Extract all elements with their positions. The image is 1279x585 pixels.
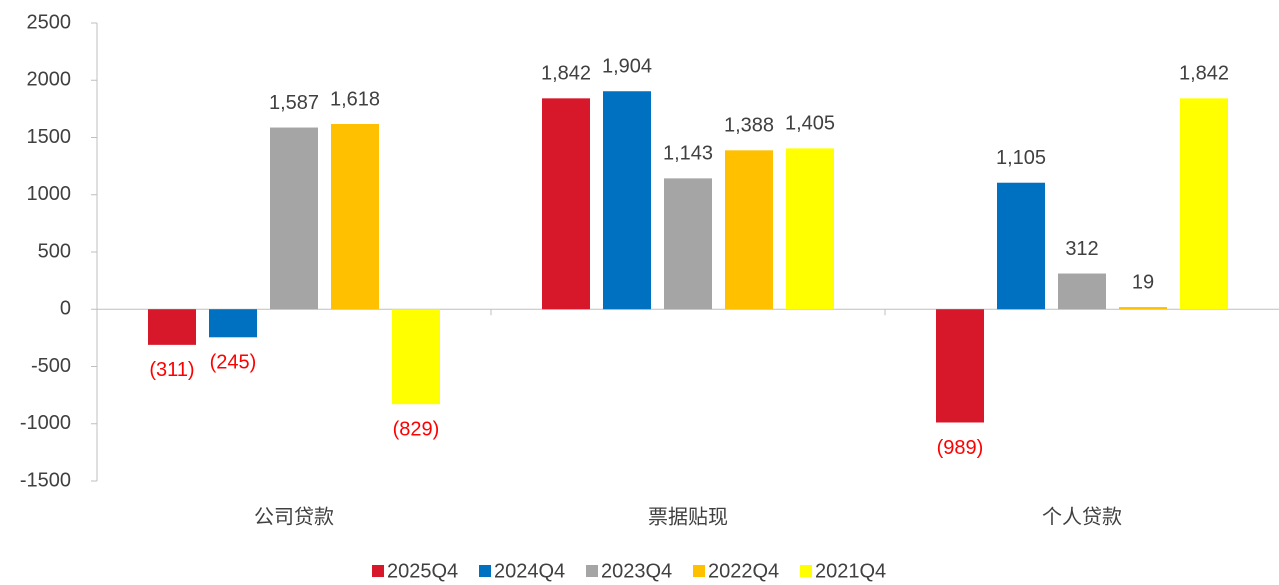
bar bbox=[1180, 98, 1228, 310]
x-tick-label: 个人贷款 bbox=[1042, 505, 1122, 528]
bar bbox=[603, 91, 651, 310]
data-label: 1,105 bbox=[996, 147, 1046, 169]
data-label: (989) bbox=[937, 437, 984, 459]
data-label: 1,143 bbox=[663, 143, 713, 165]
data-label: 19 bbox=[1132, 271, 1154, 293]
bar bbox=[1058, 273, 1106, 310]
legend-swatch bbox=[479, 565, 491, 577]
bar bbox=[542, 98, 590, 310]
data-label: 312 bbox=[1065, 238, 1098, 260]
y-tick-label: -1000 bbox=[20, 412, 71, 434]
data-label: (829) bbox=[393, 418, 440, 440]
data-label: 1,405 bbox=[785, 113, 835, 135]
legend-label: 2025Q4 bbox=[387, 560, 458, 582]
data-label: 1,842 bbox=[541, 63, 591, 85]
y-tick-label: -500 bbox=[31, 355, 71, 377]
bar bbox=[664, 178, 712, 310]
y-tick-label: 2500 bbox=[27, 11, 72, 33]
data-label: 1,388 bbox=[724, 115, 774, 137]
bar bbox=[725, 150, 773, 310]
legend-swatch bbox=[800, 565, 812, 577]
y-tick-label: 1000 bbox=[27, 183, 72, 205]
legend-label: 2023Q4 bbox=[601, 560, 672, 582]
legend-swatch bbox=[693, 565, 705, 577]
bar bbox=[936, 309, 984, 423]
legend-label: 2024Q4 bbox=[494, 560, 565, 582]
data-label: 1,587 bbox=[269, 92, 319, 114]
bar bbox=[1119, 307, 1167, 310]
x-tick-label: 公司贷款 bbox=[254, 505, 334, 528]
bar bbox=[209, 309, 257, 338]
data-label: 1,618 bbox=[330, 88, 380, 110]
data-label: (245) bbox=[210, 352, 257, 374]
legend-label: 2021Q4 bbox=[815, 560, 886, 582]
legend-label: 2022Q4 bbox=[708, 560, 779, 582]
bar bbox=[392, 309, 440, 405]
y-tick-label: 0 bbox=[60, 298, 71, 320]
bar bbox=[270, 127, 318, 310]
legend-swatch bbox=[372, 565, 384, 577]
y-tick-label: -1500 bbox=[20, 469, 71, 491]
bar bbox=[997, 182, 1045, 310]
y-tick-label: 1500 bbox=[27, 126, 72, 148]
y-tick-label: 500 bbox=[38, 240, 71, 262]
legend-swatch bbox=[586, 565, 598, 577]
data-label: 1,904 bbox=[602, 56, 652, 78]
bar bbox=[148, 309, 196, 345]
bar bbox=[786, 148, 834, 310]
data-label: (311) bbox=[149, 359, 194, 381]
data-label: 1,842 bbox=[1179, 63, 1229, 85]
y-tick-label: 2000 bbox=[27, 69, 72, 91]
x-tick-label: 票据贴现 bbox=[648, 505, 728, 528]
bar bbox=[331, 123, 379, 310]
